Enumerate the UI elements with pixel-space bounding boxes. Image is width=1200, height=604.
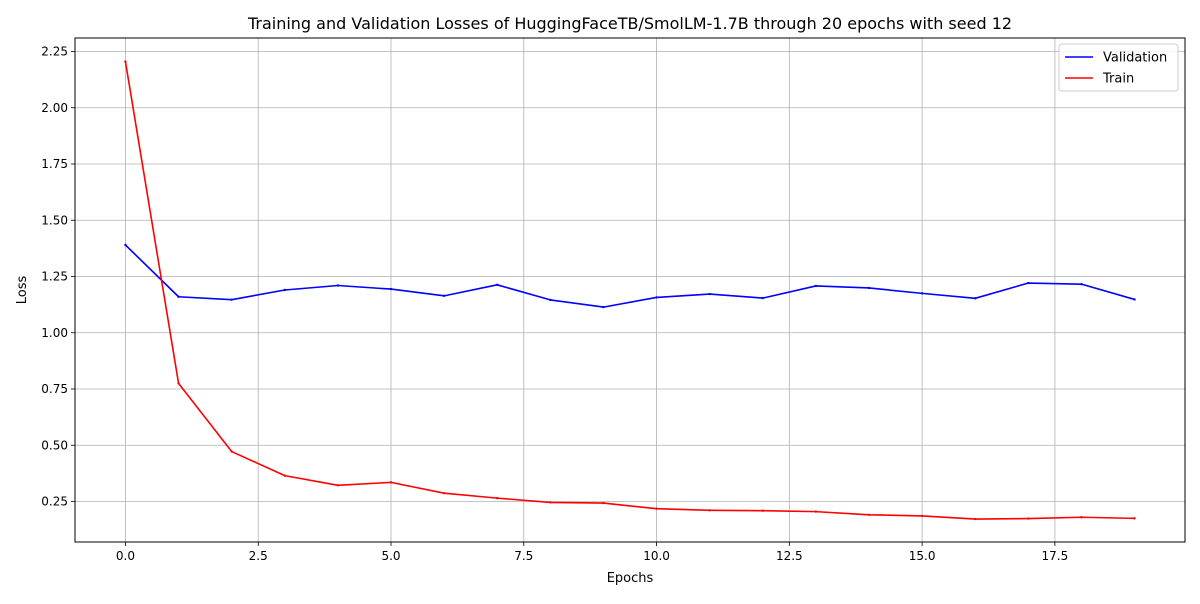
plot-frame <box>74 37 1186 543</box>
y-tick-label: 2.00 <box>41 101 68 115</box>
y-tick-label: 0.50 <box>41 438 68 452</box>
data-point-train <box>974 517 977 521</box>
x-tick-label: 10.0 <box>643 549 670 563</box>
x-tick-label: 2.5 <box>249 549 268 563</box>
legend-label-validation: Validation <box>1103 51 1167 66</box>
legend-box <box>1058 43 1179 92</box>
data-point-validation <box>920 292 924 295</box>
data-point-train <box>867 513 871 516</box>
data-point-train <box>549 501 552 504</box>
x-tick-label: 17.5 <box>1042 549 1069 563</box>
legend-label-train: Train <box>1102 72 1134 87</box>
series-line-train <box>124 61 1135 520</box>
data-point-validation <box>974 297 977 300</box>
data-point-train <box>708 509 711 512</box>
data-point-train <box>1027 517 1030 520</box>
data-point-validation <box>124 243 127 247</box>
data-point-train <box>920 514 924 518</box>
y-tick-label: 0.25 <box>41 495 68 509</box>
data-point-train <box>655 507 658 510</box>
grid <box>75 38 1185 542</box>
data-point-validation <box>442 294 446 298</box>
data-point-validation <box>389 287 393 291</box>
data-point-train <box>442 491 446 495</box>
series-line-validation <box>124 244 1135 308</box>
x-axis-ticks: 0.0 2.5 5.0 7.5 10.0 12.5 15.0 17.5 <box>116 542 1068 563</box>
data-point-train <box>496 496 499 500</box>
data-point-validation <box>283 288 286 292</box>
data-point-validation <box>708 292 711 296</box>
data-point-train <box>124 60 127 63</box>
y-axis-ticks: 0.25 0.50 0.75 1.00 1.25 1.50 1.75 2.00 2.25 <box>41 45 75 509</box>
data-point-train <box>1133 517 1136 520</box>
y-tick-label: 1.75 <box>41 157 68 171</box>
data-point-validation <box>867 286 871 290</box>
data-point-train <box>602 501 605 505</box>
y-tick-label: 1.25 <box>41 270 68 284</box>
chart-title: Training and Validation Losses of Huggin… <box>247 14 1012 33</box>
data-point-validation <box>761 296 764 300</box>
data-point-validation <box>230 298 233 301</box>
y-tick-label: 1.00 <box>41 326 68 340</box>
series-layer <box>124 60 1136 521</box>
legend: Validation Train <box>1058 43 1179 92</box>
y-tick-label: 1.50 <box>41 213 68 227</box>
y-axis-label: Loss <box>15 276 30 305</box>
data-point-train <box>230 450 233 453</box>
x-tick-label: 7.5 <box>514 549 533 563</box>
data-point-validation <box>814 284 818 288</box>
data-point-train <box>814 510 818 513</box>
data-point-train <box>389 481 393 484</box>
x-tick-label: 15.0 <box>909 549 936 563</box>
data-point-validation <box>1080 282 1083 286</box>
x-tick-label: 12.5 <box>776 549 803 563</box>
data-point-validation <box>655 296 658 299</box>
y-tick-label: 2.25 <box>41 45 68 59</box>
data-point-train <box>1080 516 1083 519</box>
x-tick-label: 0.0 <box>116 549 135 563</box>
data-point-validation <box>336 284 340 287</box>
data-point-train <box>761 509 764 512</box>
data-point-validation <box>549 298 552 302</box>
data-point-validation <box>177 295 180 298</box>
x-tick-label: 5.0 <box>381 549 400 563</box>
data-point-validation <box>602 305 605 309</box>
x-axis-label: Epochs <box>607 571 654 586</box>
data-point-train <box>283 474 286 477</box>
y-tick-label: 0.75 <box>41 382 68 396</box>
data-point-train <box>177 382 180 385</box>
data-point-validation <box>1133 298 1136 301</box>
data-point-validation <box>1027 281 1030 285</box>
data-point-validation <box>496 283 499 287</box>
data-point-train <box>336 484 340 487</box>
